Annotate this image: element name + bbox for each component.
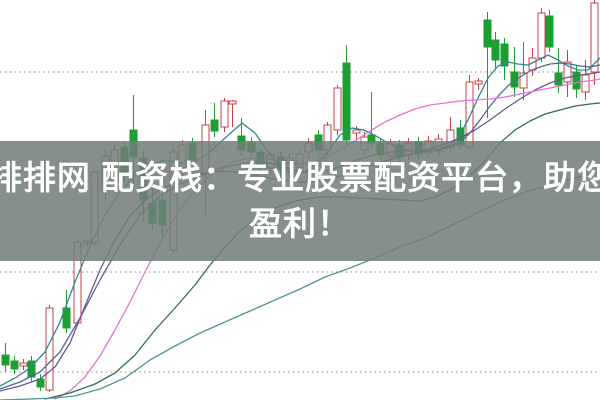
promo-banner: 配资排排网 配资栈：专业股票配资平台，助您轻松 盈利！ bbox=[0, 141, 600, 261]
promo-banner-line1: 配资排排网 配资栈：专业股票配资平台，助您轻松 bbox=[0, 159, 600, 196]
promo-banner-line2: 盈利！ bbox=[249, 205, 351, 242]
